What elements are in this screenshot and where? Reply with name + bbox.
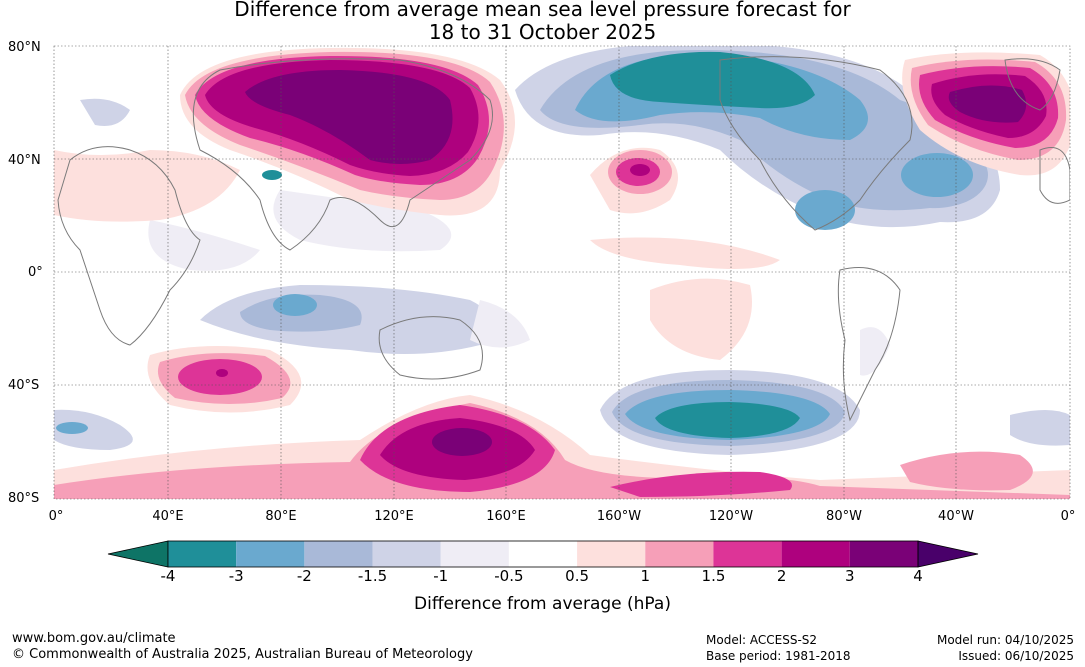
colorbar-tick-label: -4 (160, 567, 176, 585)
colorbar-tick-label: -0.5 (494, 567, 524, 585)
title-line-1: Difference from average mean sea level p… (234, 0, 851, 21)
colorbar-tick-label: 1.5 (701, 567, 726, 585)
footer-base-period: Base period: 1981-2018 (706, 649, 851, 663)
footer-run-info: Model run: 04/10/2025 Issued: 06/10/2025 (937, 632, 1074, 664)
graticule (54, 46, 1070, 499)
footer-model-run: Model run: 04/10/2025 (936, 633, 1074, 647)
colorbar-extend-low (107, 540, 169, 568)
coastlines (57, 56, 1070, 422)
lat-label-80s: 80°S (8, 491, 40, 506)
colorbar-tick-label: -1.5 (357, 567, 388, 585)
lat-label-40n: 40°N (8, 153, 41, 168)
lon-label-0-east: 0° (1060, 509, 1076, 524)
colorbar-box (168, 541, 237, 567)
footer-model: Model: ACCESS-S2 (706, 633, 818, 647)
lon-label-120e: 120°E (374, 509, 414, 524)
lon-label-160w: 160°W (596, 509, 642, 524)
colorbar (107, 540, 979, 568)
lon-label-0: 0° (48, 509, 64, 524)
colorbar-box (304, 541, 373, 567)
colorbar-box (440, 541, 509, 567)
footer-copyright: © Commonwealth of Australia 2025, Austra… (12, 647, 473, 662)
colorbar-tick-label: 3 (845, 567, 855, 585)
colorbar-tick-label: -3 (228, 567, 244, 585)
colorbar-box (577, 541, 646, 567)
colorbar-tick-label: 2 (776, 567, 787, 585)
colorbar-tick-label: 0.5 (565, 567, 590, 585)
lon-label-80e: 80°E (265, 509, 297, 524)
anomaly-field (54, 46, 1070, 499)
colorbar-title: Difference from average (hPa) (414, 594, 671, 614)
lon-label-40w: 40°W (938, 509, 974, 524)
colorbar-box (645, 541, 714, 567)
lat-label-0: 0° (28, 265, 43, 280)
lon-label-80w: 80°W (826, 509, 862, 524)
colorbar-frame (167, 540, 919, 568)
lon-label-120w: 120°W (708, 509, 754, 524)
pressure-anomaly-map (53, 45, 1071, 500)
colorbar-tick-label: 1 (640, 567, 651, 585)
lon-label-40e: 40°E (152, 509, 184, 524)
positive-anomaly-regions (54, 47, 1070, 499)
map-title: Difference from average mean sea level p… (0, 0, 1085, 44)
colorbar-box (508, 541, 578, 567)
title-line-2: 18 to 31 October 2025 (428, 20, 657, 44)
lat-label-80n: 80°N (8, 40, 41, 55)
colorbar-tick-label: -2 (296, 567, 312, 585)
lat-label-40s: 40°S (8, 378, 40, 393)
colorbar-box (372, 541, 441, 567)
map-frame (53, 45, 1071, 500)
footer-issued: Issued: 06/10/2025 (958, 649, 1074, 663)
footer-url: www.bom.gov.au/climate (12, 631, 176, 646)
colorbar-tick-label: -1 (433, 567, 449, 585)
footer-left: www.bom.gov.au/climate © Commonwealth of… (12, 631, 473, 663)
footer-model-info: Model: ACCESS-S2 Base period: 1981-2018 (706, 632, 851, 664)
colorbar-box (713, 541, 782, 567)
colorbar-tick-label: 4 (913, 567, 923, 585)
colorbar-extend-high (917, 540, 979, 568)
lon-label-160e: 160°E (486, 509, 526, 524)
colorbar-box (849, 541, 918, 567)
colorbar-box (781, 541, 850, 567)
colorbar-box (236, 541, 305, 567)
